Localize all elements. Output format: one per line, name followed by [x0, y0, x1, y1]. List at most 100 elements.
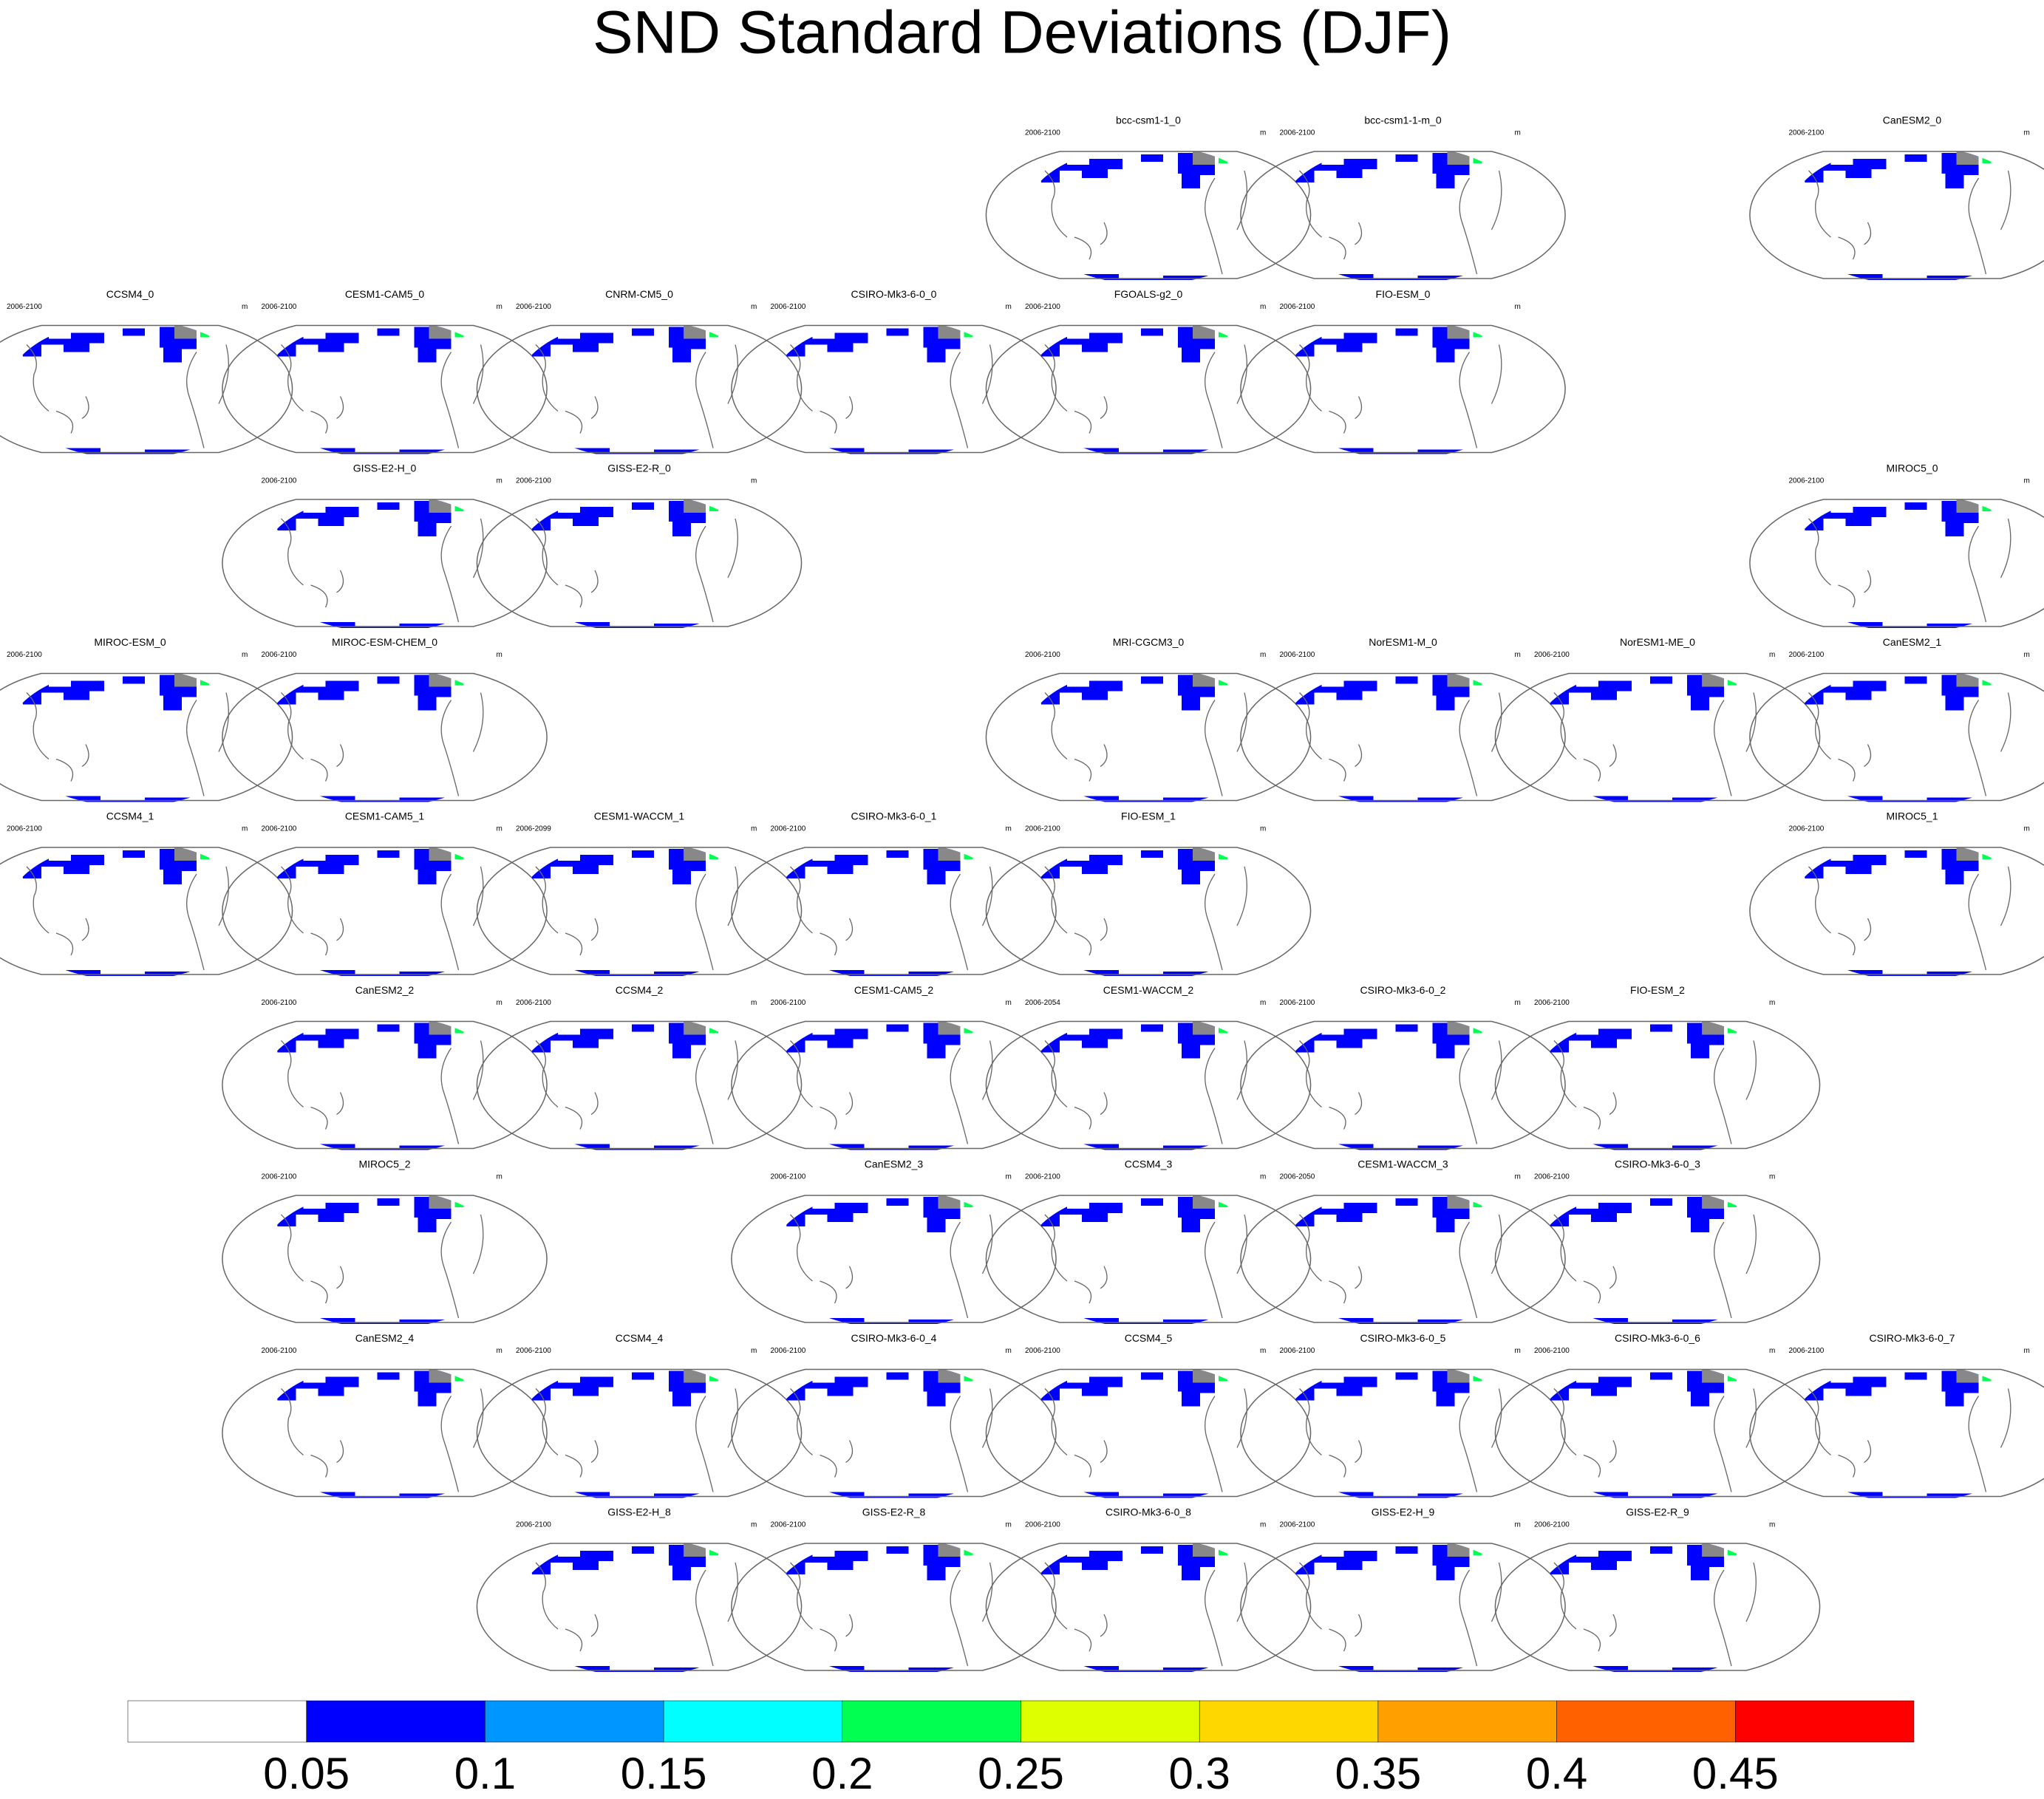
map-panel: MIROC5_0 2006-2100 m: [1750, 462, 2044, 628]
panel-title: CSIRO-Mk3-6-0_2: [1360, 984, 1446, 996]
map-panel: CanESM2_2 2006-2100 m: [222, 984, 547, 1150]
panel-title: CSIRO-Mk3-6-0_0: [851, 288, 937, 300]
panel-unit: m: [2024, 477, 2030, 485]
panel-period: 2006-2100: [262, 477, 297, 485]
map-panel: GISS-E2-R_0 2006-2100 m: [477, 462, 801, 628]
map: [986, 842, 1310, 976]
map: [732, 320, 1056, 454]
panel-title: NorESM1-ME_0: [1620, 636, 1695, 648]
map-panel: CCSM4_2 2006-2100 m: [477, 984, 801, 1150]
panel-title: CESM1-CAM5_0: [345, 288, 425, 300]
panel-unit: m: [242, 825, 248, 833]
panel-title: FIO-ESM_1: [1121, 810, 1176, 822]
map: [222, 494, 547, 628]
colorbar-label: 0.15: [621, 1749, 707, 1798]
map-panel: CCSM4_0 2006-2100 m: [0, 288, 293, 454]
map: [1495, 668, 1819, 802]
panel-period: 2006-2100: [1025, 1347, 1060, 1355]
map-panel: FIO-ESM_0 2006-2100 m: [1241, 288, 1565, 454]
colorbar-box: [1199, 1700, 1379, 1743]
map-panel: CESM1-WACCM_2 2006-2054 m: [986, 984, 1310, 1150]
panel-title: CSIRO-Mk3-6-0_8: [1106, 1506, 1191, 1518]
map-panel: bcc-csm1-1-m_0 2006-2100 m: [1241, 115, 1565, 280]
map-panel: CSIRO-Mk3-6-0_6 2006-2100 m: [1495, 1332, 1819, 1498]
map: [1495, 1537, 1819, 1672]
panel-unit: m: [1515, 1347, 1521, 1355]
map-panel: CSIRO-Mk3-6-0_3 2006-2100 m: [1495, 1158, 1819, 1324]
panel-unit: m: [1769, 1347, 1775, 1355]
map: [732, 1364, 1056, 1498]
map: [222, 1364, 547, 1498]
panel-unit: m: [2024, 825, 2030, 833]
panel-period: 2006-2100: [1280, 129, 1315, 137]
panel-grid: bcc-csm1-1_0 2006-2100 m bcc-csm1-1-m_0 2006…: [0, 115, 2044, 1672]
panel-title: CCSM4_4: [616, 1332, 664, 1344]
panel-unit: m: [1006, 1347, 1012, 1355]
map: [1750, 494, 2044, 628]
map: [1750, 668, 2044, 802]
panel-unit: m: [1769, 651, 1775, 659]
colorbar-box: [1021, 1700, 1200, 1743]
colorbar-label: 0.05: [263, 1749, 350, 1798]
panel-unit: m: [1515, 651, 1521, 659]
panel-title: CanESM2_1: [1883, 636, 1942, 648]
map-panel: CSIRO-Mk3-6-0_0 2006-2100 m: [732, 288, 1056, 454]
colorbar-box: [1377, 1700, 1557, 1743]
colorbar-label: 0.25: [978, 1749, 1064, 1798]
map-panel: CanESM2_0 2006-2100 m: [1750, 115, 2044, 280]
panel-title: CCSM4_3: [1125, 1158, 1173, 1170]
panel-period: 2006-2100: [7, 825, 42, 833]
map: [732, 1537, 1056, 1672]
panel-period: 2006-2100: [262, 1347, 297, 1355]
panel-period: 2006-2100: [771, 1173, 806, 1181]
map: [1495, 1189, 1819, 1324]
panel-title: CCSM4_1: [106, 810, 154, 822]
map-panel: GISS-E2-R_8 2006-2100 m: [732, 1506, 1056, 1672]
panel-period: 2006-2054: [1025, 999, 1060, 1007]
panel-unit: m: [1515, 999, 1521, 1007]
panel-title: CESM1-WACCM_1: [594, 810, 685, 822]
panel-unit: m: [1769, 1173, 1775, 1181]
colorbar-box: [842, 1700, 1021, 1743]
map: [222, 668, 547, 802]
panel-period: 2006-2100: [771, 825, 806, 833]
panel-title: CSIRO-Mk3-6-0_6: [1615, 1332, 1700, 1344]
map: [477, 494, 801, 628]
map: [986, 1189, 1310, 1324]
map: [1241, 1189, 1565, 1324]
panel-title: GISS-E2-R_8: [862, 1506, 926, 1518]
panel-unit: m: [497, 1347, 503, 1355]
panel-unit: m: [497, 825, 503, 833]
map-panel: NorESM1-ME_0 2006-2100 m: [1495, 636, 1819, 802]
panel-unit: m: [1260, 303, 1266, 311]
panel-title: GISS-E2-R_9: [1626, 1506, 1689, 1518]
panel-title: CCSM4_2: [616, 984, 664, 996]
panel-unit: m: [1260, 999, 1266, 1007]
map-panel: CSIRO-Mk3-6-0_1 2006-2100 m: [732, 810, 1056, 976]
panel-unit: m: [497, 1173, 503, 1181]
panel-period: 2006-2100: [771, 999, 806, 1007]
map-panel: CanESM2_3 2006-2100 m: [732, 1158, 1056, 1324]
panel-period: 2006-2099: [516, 825, 551, 833]
map: [732, 1189, 1056, 1324]
map-panel: bcc-csm1-1_0 2006-2100 m: [986, 115, 1310, 280]
panel-title: MRI-CGCM3_0: [1113, 636, 1185, 648]
panel-period: 2006-2100: [1789, 1347, 1825, 1355]
panel-title: CSIRO-Mk3-6-0_3: [1615, 1158, 1700, 1170]
colorbar: 0.05 0.1 0.15 0.2 0.25 0.3 0.35 0.4 0.45: [127, 1700, 1915, 1798]
panel-period: 2006-2100: [1025, 651, 1060, 659]
panel-unit: m: [1260, 129, 1266, 137]
map-panel: FIO-ESM_2 2006-2100 m: [1495, 984, 1819, 1150]
panel-unit: m: [242, 651, 248, 659]
panel-title: FIO-ESM_0: [1376, 288, 1431, 300]
panel-unit: m: [751, 303, 757, 311]
map: [0, 842, 293, 976]
panel-period: 2006-2100: [1789, 825, 1825, 833]
map: [986, 1537, 1310, 1672]
panel-period: 2006-2100: [1025, 1521, 1060, 1529]
panel-title: CSIRO-Mk3-6-0_1: [851, 810, 937, 822]
map-panel: GISS-E2-H_8 2006-2100 m: [477, 1506, 801, 1672]
panel-period: 2006-2100: [1789, 129, 1825, 137]
panel-period: 2006-2100: [1789, 477, 1825, 485]
